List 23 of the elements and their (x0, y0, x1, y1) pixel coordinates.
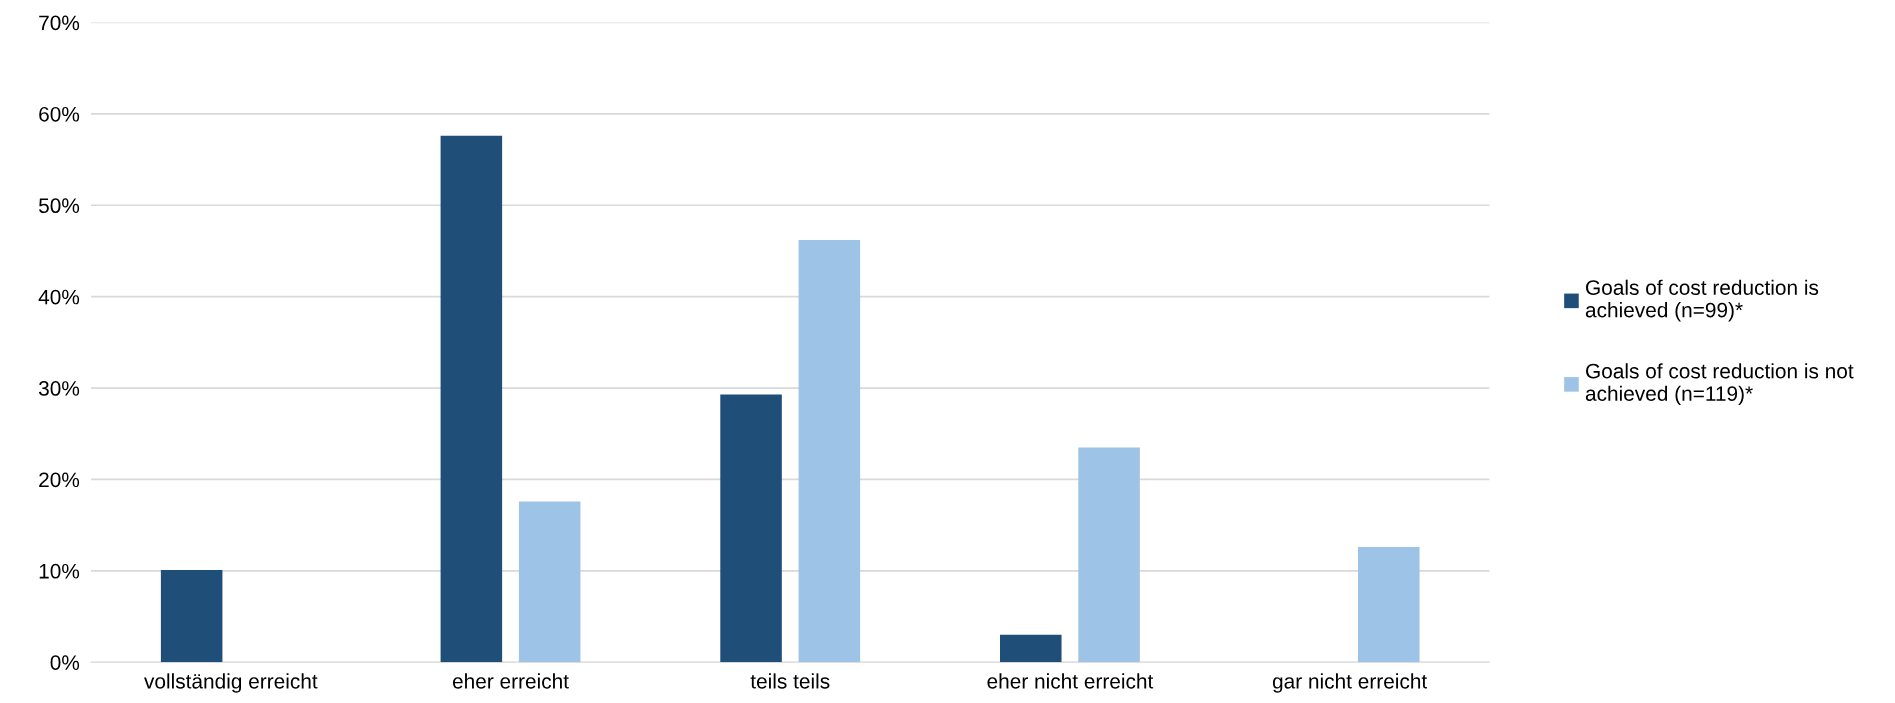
x-tick-label: eher erreicht (452, 673, 569, 689)
x-tick-label: teils teils (750, 673, 830, 689)
bar (999, 634, 1062, 663)
y-tick-label: 10% (39, 563, 80, 579)
y-tick-label: 30% (38, 381, 80, 396)
bar (1358, 547, 1420, 663)
y-tick-label: 50% (38, 198, 80, 214)
x-tick-label: eher nicht erreicht (987, 673, 1154, 689)
x-tick-label: vollständig erreicht (144, 673, 318, 693)
y-tick-label: 20% (39, 472, 80, 488)
y-tick-label: 0% (50, 655, 80, 670)
bar (1078, 447, 1140, 663)
bar (798, 240, 861, 663)
bar (720, 394, 782, 663)
bar (160, 569, 223, 663)
y-tick-label: 40% (38, 289, 80, 305)
legend-label: Goals of cost reduction is achieved (n=99)* (1585, 279, 1819, 322)
y-tick-label: 70% (39, 15, 80, 31)
bar (518, 501, 581, 663)
x-tick-label: gar nicht erreicht (1272, 673, 1428, 693)
y-tick-label: 60% (39, 106, 80, 122)
bar (440, 135, 503, 663)
legend-label: Goals of cost reduction is not achieved (n=119)* (1585, 363, 1854, 406)
